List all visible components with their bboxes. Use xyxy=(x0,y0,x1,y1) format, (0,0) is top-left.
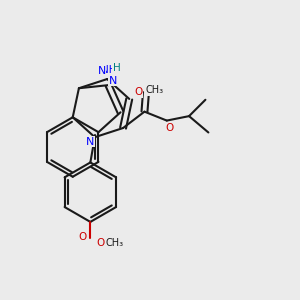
Text: O: O xyxy=(166,123,174,133)
Text: N: N xyxy=(86,137,94,147)
Text: O: O xyxy=(97,238,105,248)
Text: N: N xyxy=(109,76,117,86)
Text: NH: NH xyxy=(101,65,116,75)
Text: O: O xyxy=(79,232,87,242)
Text: H: H xyxy=(112,63,120,73)
Text: CH₃: CH₃ xyxy=(106,238,124,248)
Text: CH₃: CH₃ xyxy=(146,85,164,95)
Text: N: N xyxy=(98,66,106,76)
Text: O: O xyxy=(134,87,143,97)
